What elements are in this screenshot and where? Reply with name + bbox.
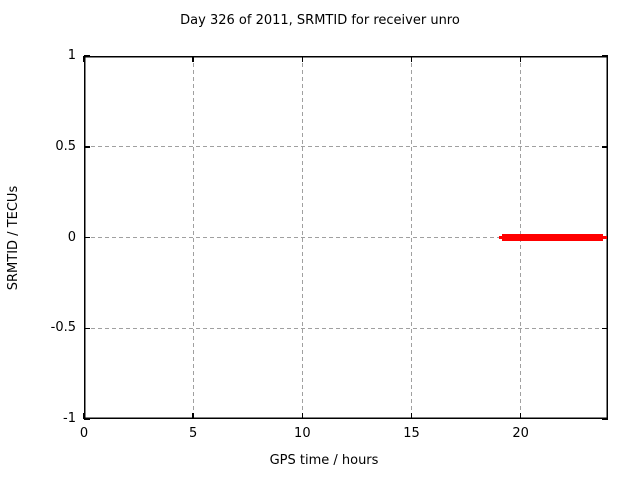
y-tick-mark-left [84, 327, 90, 329]
x-tick-mark-top [410, 56, 413, 62]
x-tick-label: 0 [79, 426, 89, 441]
y-tick-mark-right [602, 327, 608, 329]
y-tick-mark-left [84, 236, 90, 239]
gridline-y-0 [84, 237, 608, 238]
x-tick-label: 20 [512, 426, 529, 441]
x-tick-mark-bottom [519, 413, 522, 419]
y-tick-mark-right [602, 55, 608, 57]
x-tick-label: 10 [294, 426, 311, 441]
x-tick-label: 5 [189, 426, 198, 441]
x-tick-mark-bottom [192, 413, 194, 419]
x-tick-mark-top [301, 56, 304, 62]
series-line-srmtid [502, 234, 603, 241]
y-tick-label: 0.5 [55, 138, 76, 154]
chart-title: Day 326 of 2011, SRMTID for receiver unr… [180, 13, 460, 28]
y-tick-label: 0 [67, 229, 76, 245]
gridline-y--0.5 [84, 327, 608, 329]
y-tick-mark-right [602, 146, 608, 148]
y-tick-mark-left [84, 418, 90, 420]
x-tick-mark-bottom [301, 413, 304, 419]
y-tick-mark-left [84, 55, 90, 57]
x-tick-mark-bottom [83, 413, 85, 419]
gridline-y-0.5 [84, 146, 608, 148]
y-tick-mark-left [84, 146, 90, 148]
x-tick-mark-top [519, 56, 522, 62]
y-tick-label: -0.5 [50, 320, 76, 336]
x-tick-label: 15 [403, 426, 420, 441]
x-axis-label: GPS time / hours [269, 453, 379, 468]
x-tick-mark-bottom [410, 413, 413, 419]
y-tick-mark-right [602, 418, 608, 420]
x-tick-mark-top [83, 56, 85, 62]
y-tick-label: -1 [63, 411, 76, 426]
y-tick-label: 1 [67, 48, 76, 63]
x-tick-mark-top [192, 56, 194, 62]
plot-area [83, 55, 608, 420]
